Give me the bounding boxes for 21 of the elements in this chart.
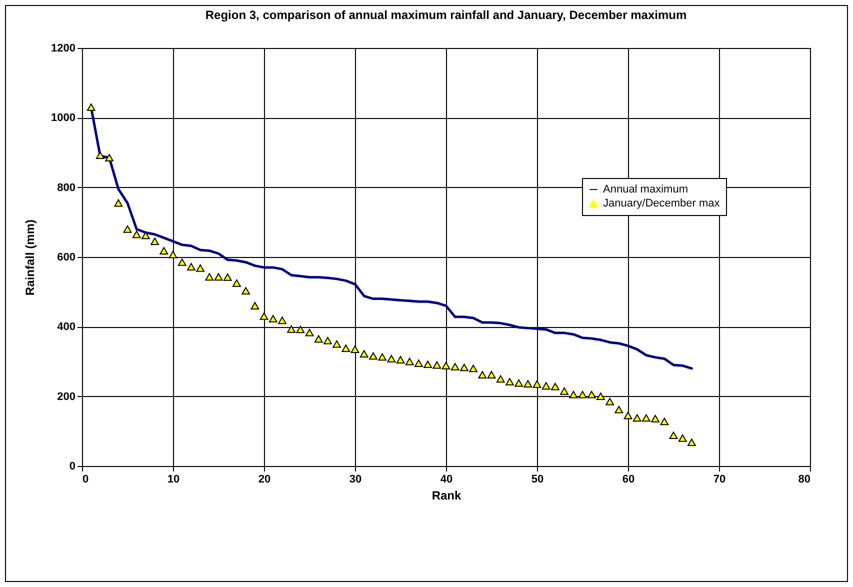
y-tick-label: 800 [57, 182, 76, 194]
y-tick-label: 1000 [51, 112, 76, 124]
y-axis-title: Rainfall (mm) [23, 219, 38, 296]
y-tick-label: 1200 [51, 42, 76, 54]
x-tick-label: 0 [82, 474, 89, 486]
legend-label: January/December max [603, 198, 720, 210]
y-tick-label: 400 [57, 321, 76, 334]
x-axis-title: Rank [432, 488, 462, 502]
y-tick-label: 600 [57, 252, 76, 264]
y-tick-label: 200 [57, 390, 76, 403]
x-tick-label: 70 [713, 474, 726, 486]
x-tick-label: 40 [440, 474, 453, 486]
x-tick-label: 50 [531, 474, 544, 486]
legend-label: Annual maximum [603, 184, 688, 196]
x-tick-label: 60 [622, 474, 635, 486]
x-tick-label: 30 [349, 474, 362, 486]
x-tick-label: 80 [798, 474, 810, 486]
y-tick-label: 0 [69, 460, 76, 472]
x-tick-label: 20 [258, 474, 271, 486]
chart-title: Region 3, comparison of annual maximum rainfall and January, December maximum [205, 8, 687, 22]
x-tick-label: 10 [167, 474, 180, 486]
